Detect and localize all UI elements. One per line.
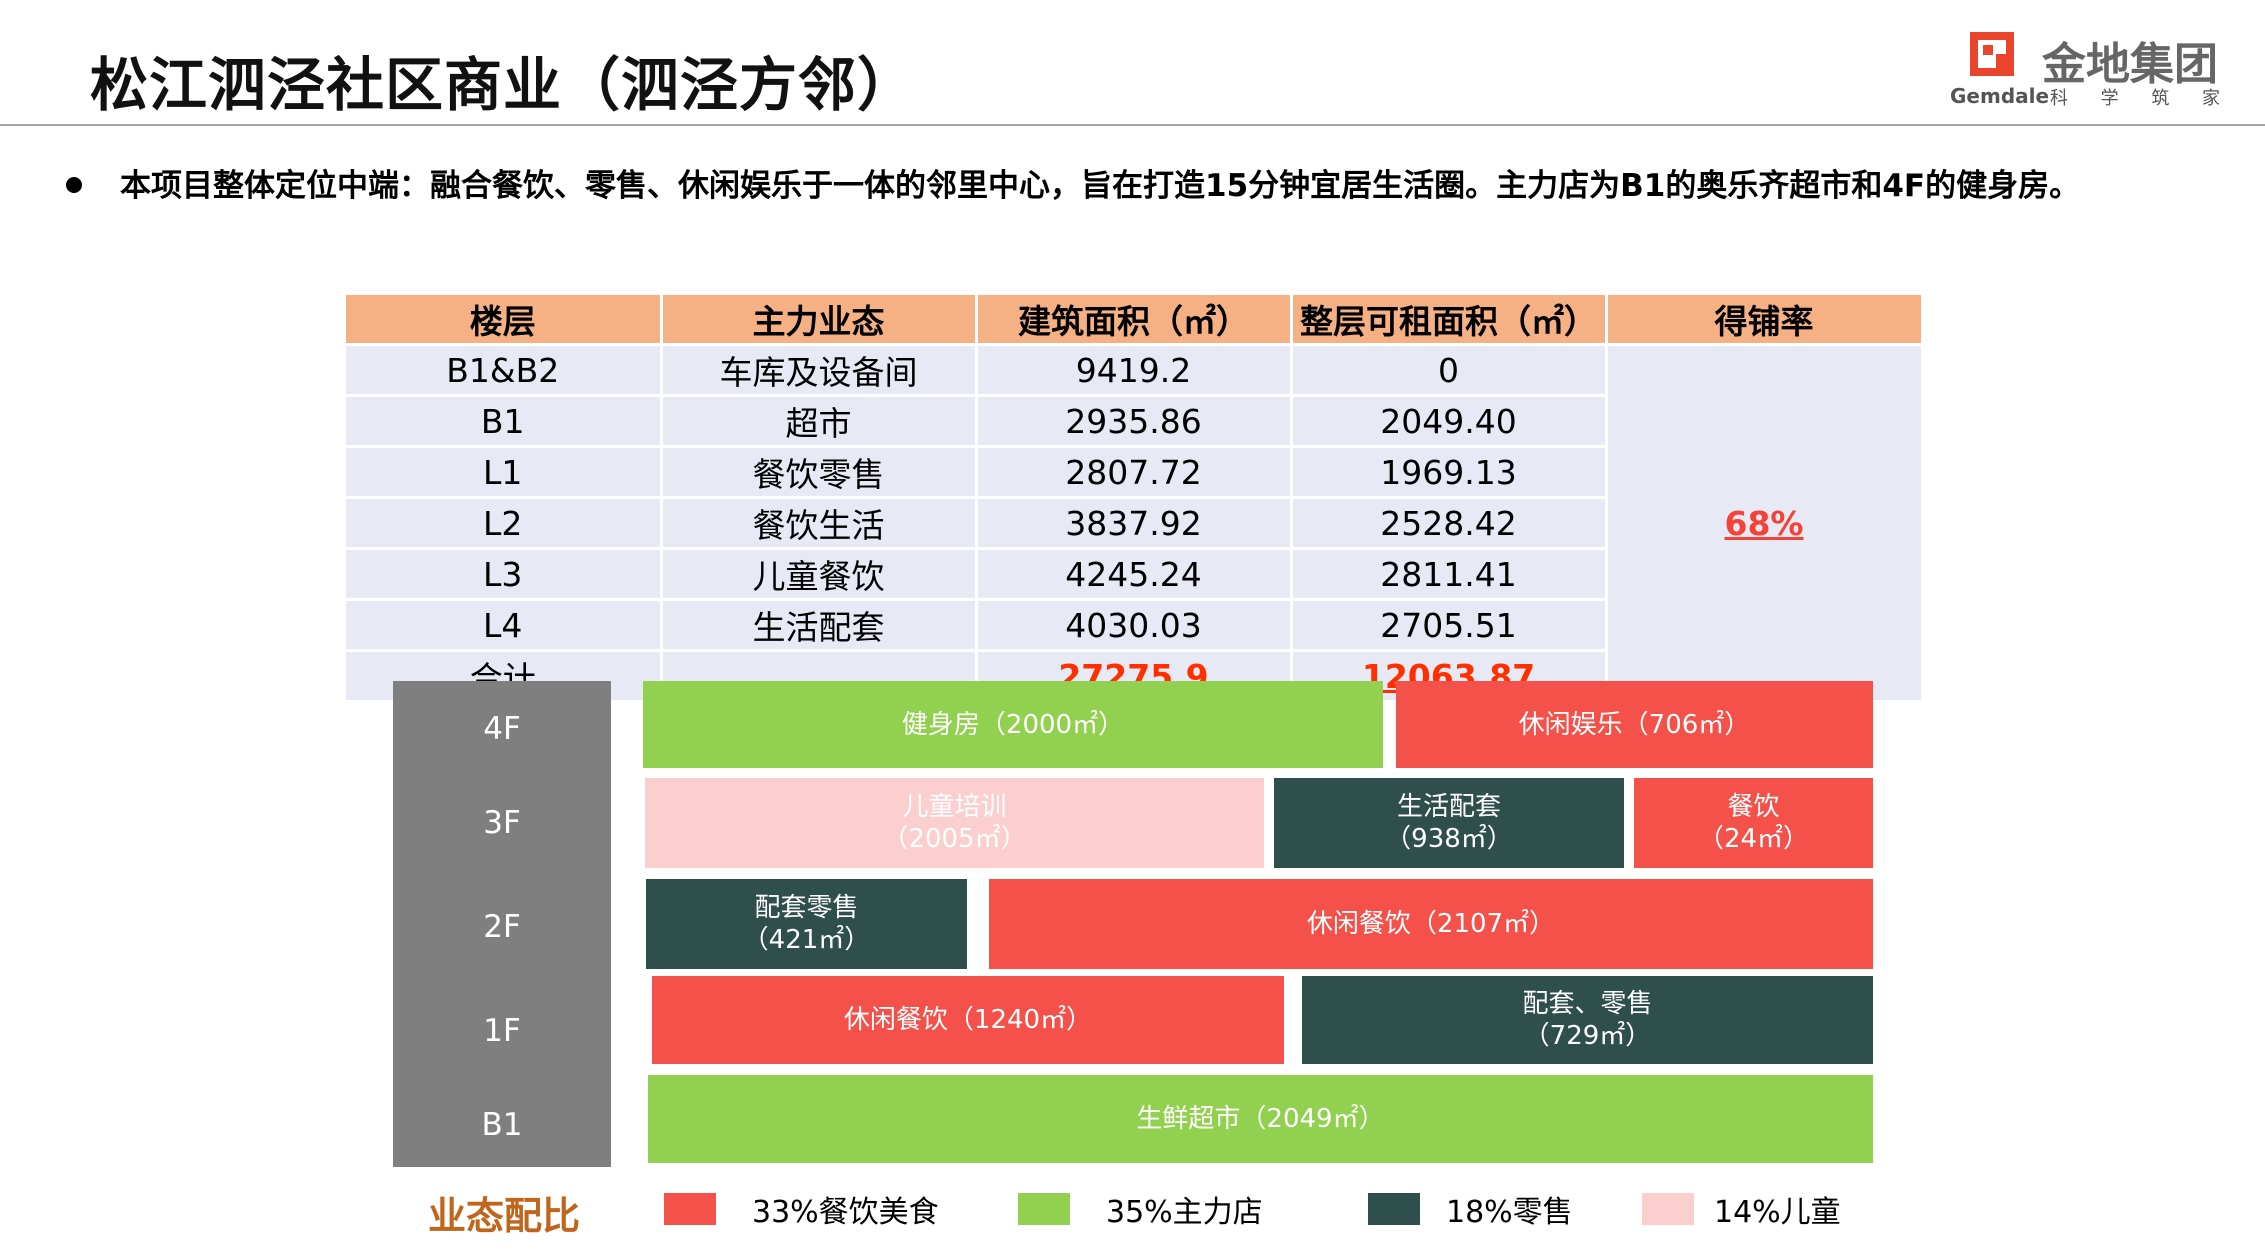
cell-type: 儿童餐饮 [661, 548, 978, 601]
logo-tagline: 科 学 筑 家 [2050, 84, 2220, 110]
logo-tagline-char: 学 [2100, 88, 2119, 109]
block-2f-dining: 休闲餐饮（2107㎡） [989, 879, 1873, 969]
block-label: 配套零售 [754, 893, 859, 923]
block-2f-retail: 配套零售 （421㎡） [646, 879, 967, 969]
area-table: 楼层 主力业态 建筑面积（㎡） 整层可租面积（㎡） 得铺率 B1&B2 车库及设… [346, 295, 1924, 703]
legend-label: 14%儿童 [1714, 1195, 1841, 1230]
table-header-row: 楼层 主力业态 建筑面积（㎡） 整层可租面积（㎡） 得铺率 [346, 295, 1924, 346]
legend-swatch [1018, 1193, 1070, 1225]
logo-tagline-char: 家 [2201, 88, 2220, 109]
legend-label: 18%零售 [1446, 1195, 1573, 1230]
header-floor: 楼层 [346, 295, 663, 346]
block-4f-fitness: 健身房（2000㎡） [643, 681, 1383, 768]
block-label: 休闲餐饮（2107㎡） [1306, 909, 1556, 939]
legend-title: 业态配比 [428, 1194, 581, 1238]
floor-label-b1: B1 [481, 1107, 523, 1143]
legend-swatch [1642, 1193, 1694, 1225]
legend-swatch [664, 1193, 716, 1225]
cell-floor: L2 [346, 497, 663, 550]
cell-gla: 2705.51 [1291, 599, 1608, 652]
legend-item-retail: 18%零售 [1368, 1191, 1573, 1230]
floor-label-3f: 3F [483, 805, 521, 841]
table-row: B1 超市 2935.86 2049.40 [346, 395, 1922, 448]
cell-gla: 2528.42 [1291, 497, 1608, 550]
legend-swatch [1368, 1193, 1420, 1225]
legend-item-dining: 33%餐饮美食 [664, 1191, 939, 1230]
cell-floor: B1&B2 [346, 344, 663, 397]
bullet-icon [66, 176, 82, 193]
logo-english-name: Gemdale [1950, 84, 2050, 108]
legend-item-anchor: 35%主力店 [1018, 1191, 1263, 1230]
cell-gfa: 3837.92 [976, 497, 1293, 550]
block-label: 儿童培训 [902, 792, 1007, 822]
block-4f-leisure: 休闲娱乐（706㎡） [1396, 681, 1873, 768]
cell-type: 餐饮零售 [661, 446, 978, 499]
company-logo: 金地集团 Gemdale 科 学 筑 家 [1950, 28, 2220, 110]
logo-tagline-char: 筑 [2151, 88, 2170, 109]
floor-label-1f: 1F [483, 1013, 521, 1049]
block-1f-retail: 配套、零售 （729㎡） [1302, 976, 1873, 1064]
cell-gfa: 2935.86 [976, 395, 1293, 448]
table-row: L3 儿童餐饮 4245.24 2811.41 [346, 548, 1922, 601]
header-type: 主力业态 [661, 295, 978, 346]
legend-item-kids: 14%儿童 [1642, 1191, 1841, 1230]
table-row: L4 生活配套 4030.03 2705.51 [346, 599, 1922, 652]
page-title: 松江泗泾社区商业（泗泾方邻） [90, 51, 917, 119]
gemdale-logo-icon [1970, 32, 2014, 76]
summary-bullet: 本项目整体定位中端：融合餐饮、零售、休闲娱乐于一体的邻里中心，旨在打造15分钟宜… [66, 160, 2080, 205]
block-area: （421㎡） [742, 925, 871, 955]
summary-text: 本项目整体定位中端：融合餐饮、零售、休闲娱乐于一体的邻里中心，旨在打造15分钟宜… [120, 168, 2081, 204]
cell-floor: L1 [346, 446, 663, 499]
block-label: 休闲娱乐（706㎡） [1518, 709, 1751, 740]
block-3f-life-services: 生活配套 （938㎡） [1274, 778, 1624, 868]
cell-gfa: 4030.03 [976, 599, 1293, 652]
cell-gla: 0 [1291, 344, 1608, 397]
table-row: B1&B2 车库及设备间 9419.2 0 68% [346, 344, 1924, 703]
block-label: 生鲜超市（2049㎡） [1136, 1104, 1385, 1134]
cell-gfa: 2807.72 [976, 446, 1293, 499]
cell-gfa: 9419.2 [976, 344, 1293, 397]
header-gfa: 建筑面积（㎡） [976, 295, 1293, 346]
floor-label-4f: 4F [483, 711, 521, 747]
block-1f-dining: 休闲餐饮（1240㎡） [652, 976, 1284, 1064]
legend-label: 33%餐饮美食 [752, 1195, 939, 1230]
cell-type: 超市 [661, 395, 978, 448]
table-row: L1 餐饮零售 2807.72 1969.13 [346, 446, 1922, 499]
cell-type: 生活配套 [661, 599, 978, 652]
floor-label-2f: 2F [483, 909, 521, 945]
logo-tagline-char: 科 [2050, 88, 2068, 109]
block-b1-supermarket: 生鲜超市（2049㎡） [648, 1075, 1873, 1163]
floor-column: 4F 3F 2F 1F B1 [393, 681, 611, 1167]
header-rate: 得铺率 [1606, 295, 1924, 346]
block-label: 配套、零售 [1522, 989, 1653, 1019]
rate-value: 68% [1724, 503, 1804, 543]
cell-gfa: 4245.24 [976, 548, 1293, 601]
block-label: 休闲餐饮（1240㎡） [843, 1005, 1093, 1035]
block-3f-kids-training: 儿童培训 （2005㎡） [645, 778, 1264, 868]
cell-gla: 2811.41 [1291, 548, 1608, 601]
header-gla: 整层可租面积（㎡） [1291, 295, 1608, 346]
cell-gla: 2049.40 [1291, 395, 1608, 448]
cell-floor: L3 [346, 548, 663, 601]
header-divider [0, 124, 2265, 126]
cell-floor: B1 [346, 395, 663, 448]
cell-type: 餐饮生活 [661, 497, 978, 550]
block-label: 餐饮 [1727, 792, 1780, 822]
cell-type: 车库及设备间 [661, 344, 978, 397]
cell-gla: 1969.13 [1291, 446, 1608, 499]
block-label: 健身房（2000㎡） [901, 709, 1125, 740]
legend-label: 35%主力店 [1106, 1195, 1263, 1230]
block-3f-food: 餐饮 （24㎡） [1634, 778, 1873, 868]
cell-floor: L4 [346, 599, 663, 652]
block-area: （729㎡） [1523, 1021, 1652, 1051]
block-area: （938㎡） [1385, 824, 1513, 854]
block-label: 生活配套 [1396, 792, 1501, 822]
cell-rate: 68% [1606, 344, 1924, 703]
logo-name: 金地集团 [2042, 39, 2218, 90]
table-row: L2 餐饮生活 3837.92 2528.42 [346, 497, 1922, 550]
block-area: （2005㎡） [882, 824, 1027, 854]
block-area: （24㎡） [1697, 824, 1810, 854]
